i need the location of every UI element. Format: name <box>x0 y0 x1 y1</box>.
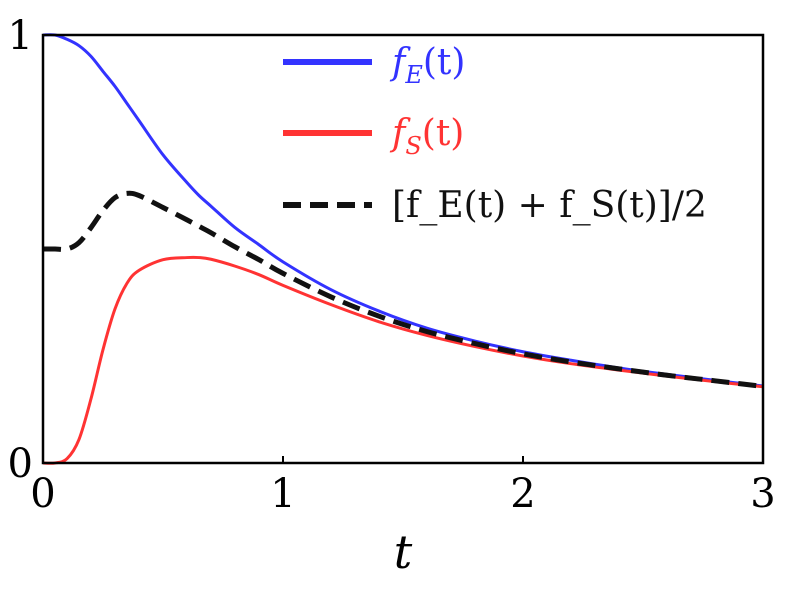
plot-frame <box>41 33 765 465</box>
legend-label-1: fS(t) <box>389 113 464 160</box>
plot-lines <box>42 33 764 465</box>
x-tick-label: 0 <box>30 471 55 517</box>
series-line-2 <box>43 190 764 389</box>
x-tick-label: 1 <box>270 471 295 517</box>
x-tick-label: 3 <box>750 471 775 517</box>
y-tick-label: 1 <box>8 13 33 59</box>
legend: fE(t) fS(t) [f_E(t) + f_S(t)]/2 <box>283 42 707 226</box>
legend-label-2: [f_E(t) + f_S(t)]/2 <box>392 185 707 226</box>
series-line-1 <box>42 255 764 465</box>
axis-ticks: 0 1 2 3 0 1 <box>8 13 776 517</box>
y-tick-label: 0 <box>8 441 33 487</box>
x-axis-label: t <box>394 525 413 579</box>
legend-label-0: fE(t) <box>389 42 465 89</box>
x-tick-label: 2 <box>510 471 535 517</box>
